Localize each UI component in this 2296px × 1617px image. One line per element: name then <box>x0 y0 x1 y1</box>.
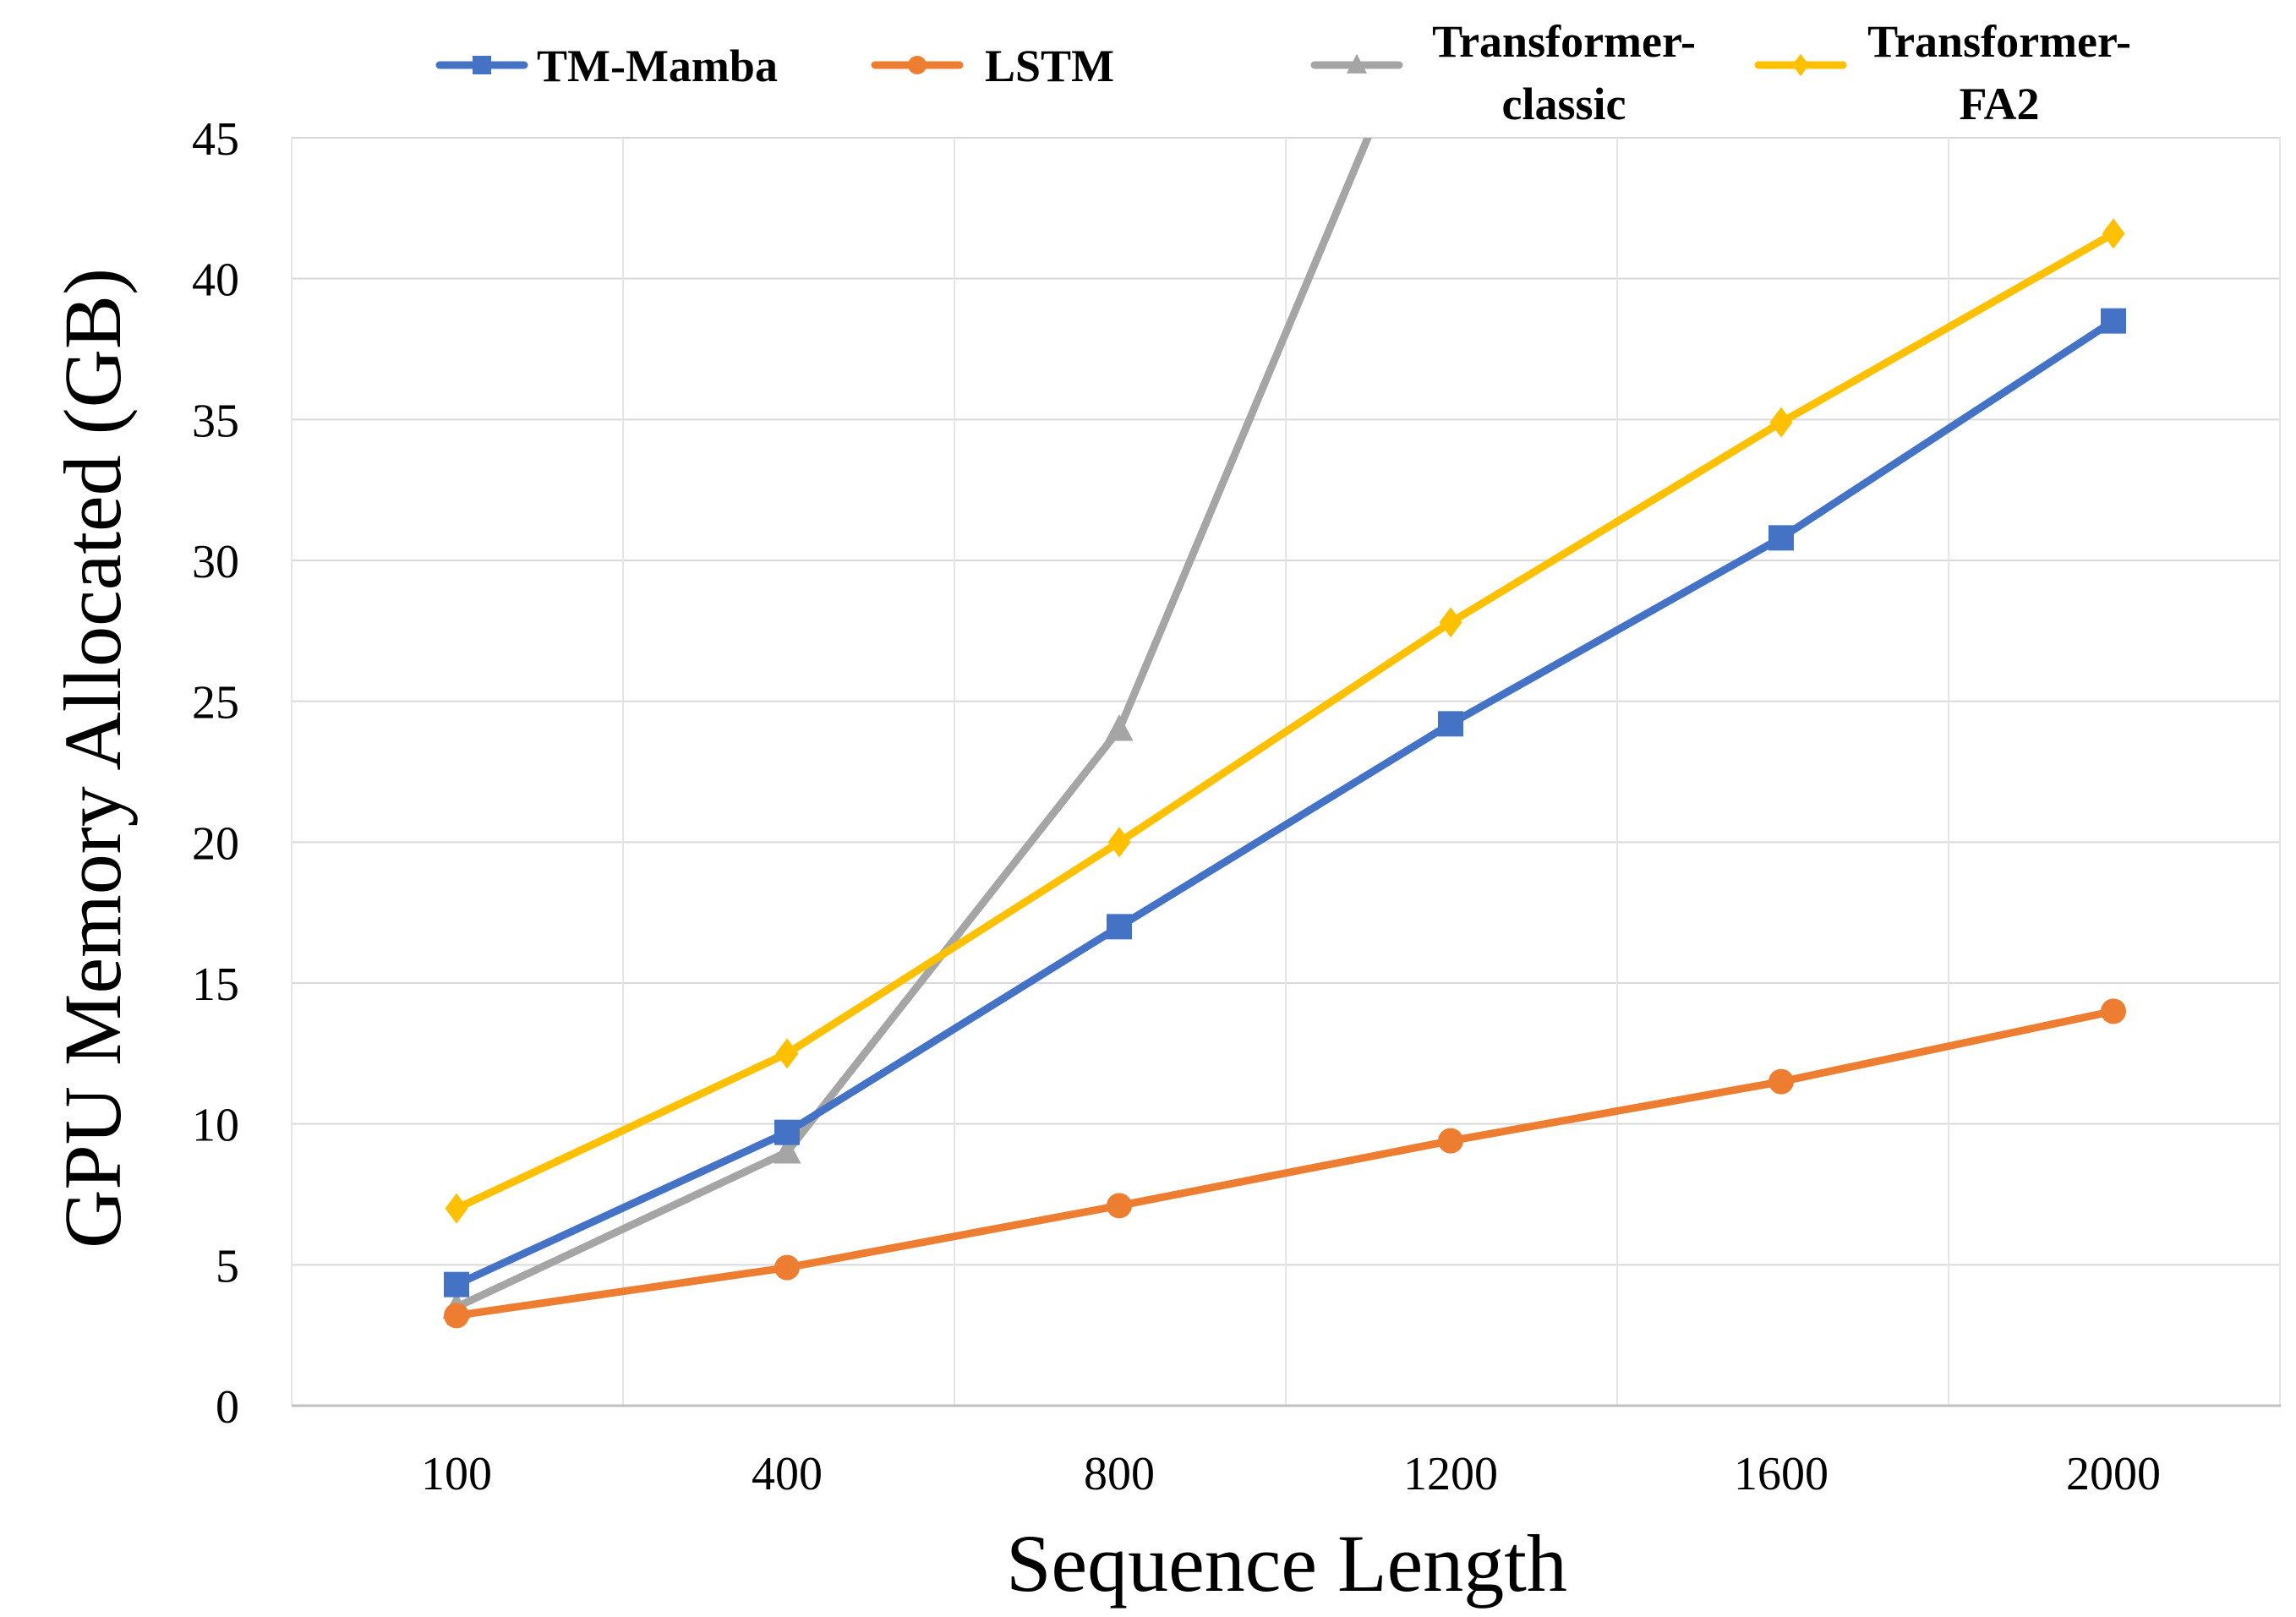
data-point-Transformer-FA2 <box>775 1038 799 1069</box>
data-point-Transformer-FA2 <box>1439 607 1462 638</box>
y-tick-label: 45 <box>192 113 239 166</box>
legend-label: FA2 <box>1960 79 2040 129</box>
data-point-LSTM <box>1438 1128 1463 1154</box>
x-tick-label: 1600 <box>1734 1448 1829 1500</box>
data-point-TM-Mamba <box>774 1119 800 1145</box>
data-point-LSTM <box>444 1303 469 1329</box>
x-tick-label: 800 <box>1084 1448 1155 1500</box>
y-tick-label: 15 <box>192 959 239 1011</box>
x-tick-label: 2000 <box>2066 1448 2161 1500</box>
legend-label: Transformer- <box>1867 16 2131 67</box>
legend-item-LSTM: LSTM <box>871 41 1114 91</box>
series-line-TM-Mamba <box>452 317 2118 1289</box>
x-tick-label: 1200 <box>1403 1448 1498 1500</box>
legend-label: classic <box>1502 79 1626 129</box>
y-tick-label: 25 <box>192 677 239 729</box>
y-tick-label: 35 <box>192 395 239 447</box>
legend-swatch-marker <box>473 56 491 74</box>
y-tick-label: 40 <box>192 254 239 307</box>
y-tick-label: 5 <box>216 1240 239 1292</box>
data-point-LSTM <box>1107 1193 1132 1219</box>
data-point-LSTM <box>1768 1068 1794 1095</box>
series-line-Transformer-classic <box>452 138 1372 1311</box>
legend-swatch-marker <box>1346 53 1368 74</box>
series-TM-Mamba <box>444 308 2126 1297</box>
data-point-Transformer-classic <box>1105 714 1134 741</box>
data-point-TM-Mamba <box>1768 525 1794 551</box>
legend-item-Transformer-classic: Transformer-classic <box>1310 16 1696 129</box>
data-point-Transformer-FA2 <box>2102 218 2125 249</box>
data-point-LSTM <box>2101 998 2126 1024</box>
data-point-TM-Mamba <box>2101 308 2126 334</box>
x-tick-label: 400 <box>752 1448 823 1500</box>
series-LSTM <box>444 998 2126 1329</box>
series-line-LSTM <box>452 1007 2118 1319</box>
series-Transformer-classic <box>442 138 1372 1319</box>
y-tick-label: 10 <box>192 1100 239 1152</box>
y-axis-title: GPU Memory Allocated (GB) <box>47 268 138 1248</box>
x-tick-label: 100 <box>421 1448 492 1500</box>
gridlines <box>291 137 2281 1407</box>
data-point-Transformer-FA2 <box>1107 827 1131 858</box>
legend-item-TM-Mamba: TM-Mamba <box>435 41 778 91</box>
axes: 0 5 10 15 20 25 30 35 40 45 100 400 800 1200 1600 2000 <box>192 113 2281 1500</box>
legend-label: TM-Mamba <box>537 41 778 91</box>
legend-label: Transformer- <box>1432 16 1696 67</box>
legend: TM-Mamba LSTM Transformer-classicTransform… <box>435 16 2131 129</box>
legend-swatch-marker <box>1792 53 1809 77</box>
y-tick-label: 30 <box>192 536 239 588</box>
data-point-TM-Mamba <box>1107 914 1132 940</box>
data-point-Transformer-FA2 <box>1769 407 1793 438</box>
data-point-Transformer-FA2 <box>445 1193 468 1224</box>
y-tick-label: 20 <box>192 817 239 870</box>
legend-item-Transformer-FA2: Transformer- FA2 <box>1754 16 2131 129</box>
legend-swatch-marker <box>908 56 927 74</box>
data-point-Transformer-classic <box>773 1137 801 1164</box>
data-point-TM-Mamba <box>1438 711 1463 737</box>
data-point-TM-Mamba <box>444 1271 469 1297</box>
series <box>442 138 2126 1329</box>
series-line-Transformer-FA2 <box>452 229 2118 1213</box>
data-point-LSTM <box>774 1254 800 1281</box>
y-tick-label: 0 <box>216 1381 239 1434</box>
x-axis-title: Sequence Length <box>1006 1518 1567 1609</box>
legend-label: LSTM <box>985 41 1114 91</box>
series-Transformer-FA2 <box>445 218 2125 1224</box>
